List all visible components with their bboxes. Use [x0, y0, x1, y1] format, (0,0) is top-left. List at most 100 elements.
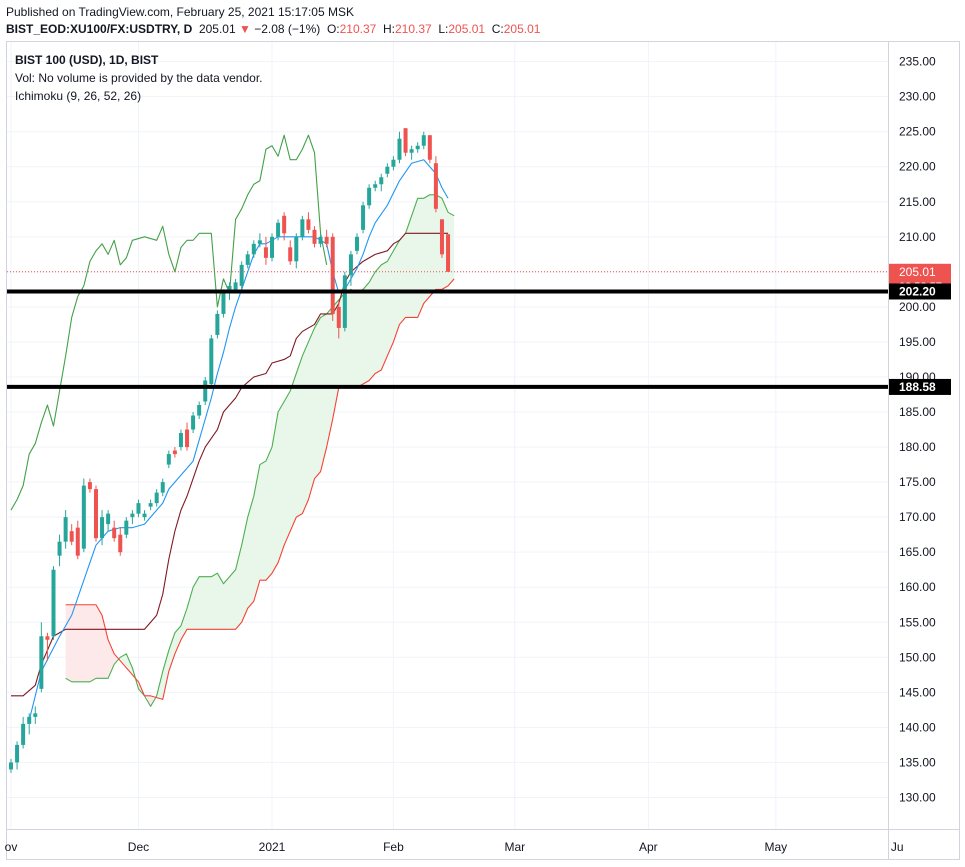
candle-up	[209, 338, 214, 384]
y-tick-label: 220.00	[899, 160, 936, 174]
candle-up	[178, 433, 183, 448]
candle-down	[69, 531, 74, 542]
symbol-name: BIST_EOD:XU100/FX:USDTRY, D	[6, 22, 193, 36]
candle-up	[361, 205, 366, 230]
y-tick-label: 155.00	[899, 615, 936, 629]
y-tick-label: 200.00	[899, 300, 936, 314]
candle-up	[294, 236, 299, 262]
cloud-bullish	[120, 653, 136, 679]
low-value: 205.01	[448, 22, 486, 36]
y-tick-label: 135.00	[899, 755, 936, 769]
horizontal-line-label-bg	[889, 283, 951, 300]
x-tick-label: Feb	[383, 840, 404, 854]
price-change: −2.08 (−1%)	[254, 22, 321, 36]
y-tick-label: 195.00	[899, 335, 936, 349]
x-tick-label: 2021	[259, 840, 286, 854]
candle-down	[172, 450, 177, 455]
candle-down	[282, 215, 287, 234]
x-tick-label: Ju	[891, 840, 904, 854]
candle-up	[367, 187, 372, 206]
candle-up	[421, 135, 426, 146]
candle-up	[348, 254, 353, 276]
y-tick-label: 145.00	[899, 685, 936, 699]
legend-indicator[interactable]: Ichimoku (9, 26, 52, 26)	[15, 89, 142, 103]
candle-up	[148, 503, 153, 507]
candle-up	[251, 243, 256, 255]
candle-up	[391, 159, 396, 167]
legend-title: BIST 100 (USD), 1D, BIST	[15, 53, 159, 67]
y-tick-label: 235.00	[899, 55, 936, 69]
cloud-bearish	[65, 604, 118, 682]
candle-up	[397, 138, 402, 160]
legend-volume-note: Vol: No volume is provided by the data v…	[15, 71, 263, 85]
candle-down	[306, 219, 311, 230]
candle-up	[100, 517, 105, 539]
candle-up	[373, 184, 378, 188]
candle-down	[288, 247, 293, 262]
candle-up	[203, 380, 208, 402]
candle-up	[33, 713, 38, 717]
y-tick-label: 210.00	[899, 230, 936, 244]
x-tick-label: Apr	[639, 840, 658, 854]
candle-up	[130, 513, 135, 518]
horizontal-line-label: 202.20	[899, 284, 936, 298]
plot-area	[7, 42, 888, 829]
horizontal-line-label: 188.58	[899, 380, 936, 394]
candle-down	[446, 234, 451, 272]
candle-up	[191, 415, 196, 430]
candle-up	[270, 236, 275, 258]
x-tick-label: Mar	[504, 840, 525, 854]
close-value: 205.01	[503, 22, 541, 36]
symbol-row: BIST_EOD:XU100/FX:USDTRY, D 205.01 ▼ −2.…	[6, 22, 540, 36]
y-tick-label: 170.00	[899, 510, 936, 524]
chart-frame[interactable]	[6, 41, 960, 860]
y-tick-label: 185.00	[899, 405, 936, 419]
candle-up	[300, 219, 305, 237]
candle-up	[39, 636, 44, 689]
y-tick-label: 130.00	[899, 790, 936, 804]
candle-up	[63, 517, 68, 542]
y-tick-label: 230.00	[899, 90, 936, 104]
candle-up	[154, 492, 159, 504]
y-tick-label: 215.00	[899, 195, 936, 209]
candle-up	[415, 145, 420, 150]
candle-up	[124, 520, 129, 535]
candle-down	[324, 236, 329, 244]
cloud-bullish	[156, 194, 455, 700]
y-tick-label: 180.00	[899, 440, 936, 454]
published-info: Published on TradingView.com, February 2…	[6, 5, 354, 19]
x-tick-label: Dec	[128, 840, 149, 854]
candle-up	[142, 513, 147, 518]
y-tick-label: 175.00	[899, 475, 936, 489]
candle-up	[221, 292, 226, 314]
horizontal-line-label-bg	[889, 378, 951, 395]
candle-up	[227, 285, 232, 290]
candle-up	[57, 541, 62, 556]
candle-up	[15, 744, 20, 763]
candle-up	[239, 264, 244, 286]
candle-down	[93, 489, 98, 539]
candle-up	[245, 254, 250, 265]
candle-down	[118, 534, 123, 553]
candle-down	[403, 128, 408, 153]
candle-up	[276, 222, 281, 237]
high-value: 210.37	[394, 22, 432, 36]
candle-up	[233, 282, 238, 290]
leading-span-b-line	[65, 278, 455, 700]
candle-up	[385, 166, 390, 174]
candle-up	[215, 313, 220, 335]
y-tick-label: 160.00	[899, 580, 936, 594]
candle-up	[81, 485, 86, 549]
candle-up	[318, 236, 323, 244]
x-tick-label: May	[764, 840, 787, 854]
y-tick-label: 225.00	[899, 125, 936, 139]
candle-up	[409, 149, 414, 153]
down-arrow-icon: ▼	[238, 22, 251, 36]
last-price: 205.01	[198, 22, 236, 36]
cloud-bearish	[147, 695, 154, 707]
candle-down	[75, 527, 80, 556]
candle-up	[342, 275, 347, 328]
candle-up	[51, 569, 56, 637]
y-tick-label: 165.00	[899, 545, 936, 559]
